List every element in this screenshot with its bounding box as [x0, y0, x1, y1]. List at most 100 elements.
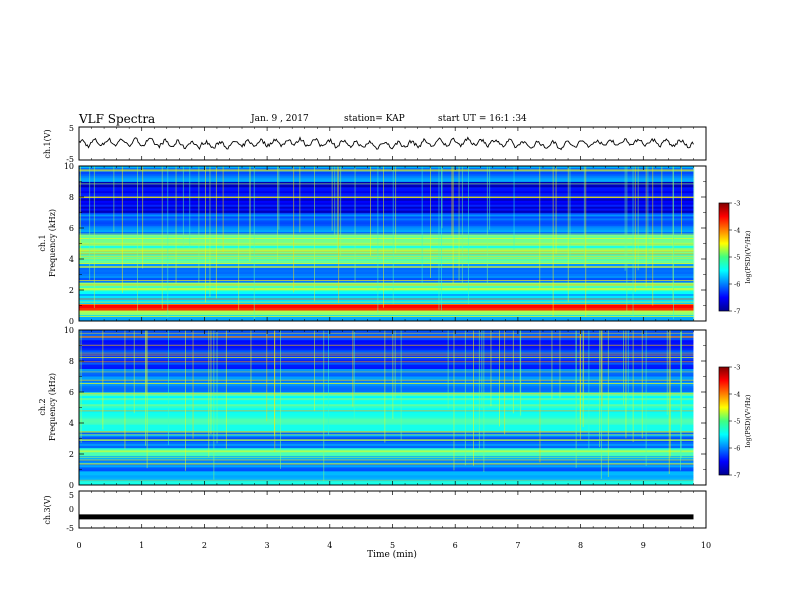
spectrogram-sferic-streak [278, 166, 280, 230]
spectrogram-band-cell [79, 444, 694, 447]
ch3-ytick-bottom: -5 [66, 524, 74, 533]
spectrogram-tone-line [79, 344, 694, 346]
spectrogram-sferic-streak [209, 166, 211, 298]
spectrogram-tone-line [79, 316, 694, 317]
spectrogram-band-cell [79, 330, 694, 333]
spectrogram-band-cell [79, 366, 694, 370]
spectrogram-tone-line [79, 463, 694, 465]
spectrogram-sferic-streak [637, 166, 639, 271]
colorbar-tick-label: -6 [734, 445, 740, 453]
spectrogram-band-cell [79, 465, 694, 468]
ch2-spectrogram-ylabel-channel: ch.2 [38, 398, 47, 415]
spectrogram-sferic-streak [652, 166, 654, 306]
spectrogram-band-cell [79, 461, 694, 464]
ch3-waveform-ylabel: ch.3(V) [43, 495, 52, 524]
spectrogram-sferic-streak [142, 166, 144, 269]
spectrogram-band-cell [79, 396, 694, 399]
spectrogram-band-cell [79, 265, 694, 269]
spectrogram-band-cell [79, 197, 694, 200]
spectrogram-band-cell [79, 338, 694, 341]
spectrogram-band-cell [79, 310, 694, 313]
spectrogram-sferic-streak [504, 330, 506, 435]
spectrogram-sferic-streak [124, 330, 126, 449]
frequency-tick-label: 2 [69, 286, 74, 295]
spectrogram-tone-line [79, 379, 694, 381]
spectrogram-band-cell [79, 261, 694, 265]
spectrogram-sferic-streak [551, 330, 553, 399]
spectrogram-sferic-streak [583, 166, 585, 268]
spectrogram-band-cell [79, 232, 694, 235]
spectrogram-band-cell [79, 316, 694, 320]
spectrogram-sferic-streak [539, 166, 541, 290]
time-tick-label: 10 [701, 541, 711, 550]
spectrogram-sferic-streak [394, 330, 396, 399]
spectrogram-sferic-streak [634, 166, 636, 292]
ch1-colorbar-gradient [718, 202, 730, 312]
spectrogram-sferic-streak [468, 166, 469, 305]
spectrogram-band-cell [79, 477, 694, 480]
spectrogram-band-cell [79, 288, 694, 291]
colorbar-tick-label: -3 [734, 200, 740, 208]
spectrogram-sferic-streak [293, 166, 295, 293]
ch2-colorbar-label: log(PSD)(V²/Hz) [744, 394, 752, 447]
spectrogram-band-cell [79, 372, 694, 375]
spectrogram-sferic-streak [253, 166, 255, 320]
spectrogram-sferic-streak [354, 166, 356, 282]
spectrogram-sferic-streak [483, 330, 485, 472]
frequency-tick-label: 8 [69, 357, 74, 366]
spectrogram-sferic-streak [238, 166, 240, 310]
spectrogram-band-cell [79, 475, 694, 478]
spectrogram-band-cell [79, 414, 694, 417]
spectrogram-tone-line [79, 336, 694, 337]
spectrogram-band-cell [79, 467, 694, 470]
time-tick-label: 4 [327, 541, 332, 550]
spectrogram-band-cell [79, 408, 694, 411]
spectrogram-sferic-streak [478, 330, 480, 449]
spectrogram-band-cell [79, 291, 694, 295]
spectrogram-sferic-streak [600, 330, 602, 395]
spectrogram-tone-line [79, 250, 694, 251]
spectrogram-band-cell [79, 200, 694, 204]
spectrogram-sferic-streak [600, 330, 602, 479]
spectrogram-sferic-streak [624, 166, 626, 271]
spectrogram-sferic-streak [666, 330, 668, 415]
spectrogram-tone-line [79, 196, 694, 198]
spectrogram-sferic-streak [137, 166, 138, 311]
spectrogram-band-cell [79, 226, 694, 229]
time-tick-label: 7 [515, 541, 520, 550]
spectrogram-tone-line [79, 431, 694, 433]
spectrogram-sferic-streak [513, 166, 515, 250]
spectrogram-sferic-streak [392, 166, 394, 304]
spectrogram-band-cell [79, 354, 694, 357]
spectrogram-band-cell [79, 259, 694, 263]
spectrogram-tone-line [79, 361, 694, 363]
spectrogram-band-cell [79, 358, 694, 361]
spectrogram-sferic-streak [213, 330, 215, 480]
spectrogram-band-cell [79, 240, 694, 243]
spectrogram-band-cell [79, 434, 694, 437]
ch2-spectrogram-image [79, 330, 694, 486]
spectrogram-tone-line [79, 357, 694, 358]
spectrogram-band-cell [79, 312, 694, 316]
spectrogram-band-cell [79, 253, 694, 257]
spectrogram-sferic-streak [567, 166, 569, 302]
ch3-ytick-top: 5 [69, 491, 74, 500]
station-label: station= KAP [344, 114, 405, 124]
spectrogram-sferic-streak [499, 330, 500, 427]
spectrogram-band-cell [79, 244, 694, 247]
spectrogram-sferic-streak [601, 330, 603, 407]
spectrogram-tone-line [79, 393, 694, 395]
spectrogram-band-cell [79, 350, 694, 353]
spectrogram-sferic-streak [441, 166, 442, 311]
spectrogram-sferic-streak [400, 330, 402, 441]
spectrogram-tone-line [79, 451, 694, 453]
spectrogram-sferic-streak [632, 330, 634, 442]
spectrogram-band-cell [79, 282, 694, 285]
spectrogram-band-cell [79, 173, 694, 177]
spectrogram-sferic-streak [146, 330, 148, 469]
spectrogram-tone-line [79, 459, 694, 461]
spectrogram-band-cell [79, 457, 694, 460]
spectrogram-sferic-streak [490, 330, 492, 407]
frequency-tick-label: 10 [64, 162, 74, 171]
spectrogram-sferic-streak [182, 166, 184, 247]
